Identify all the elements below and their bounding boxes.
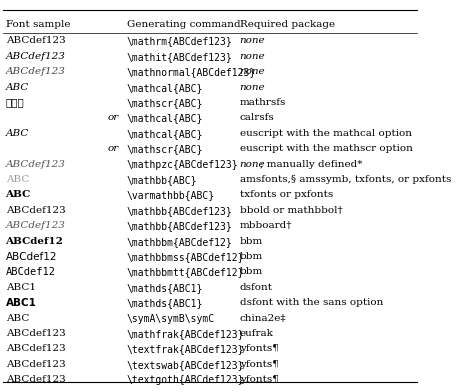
Text: china2e‡: china2e‡ (239, 314, 286, 323)
Text: none: none (239, 52, 265, 61)
Text: Generating command: Generating command (127, 20, 240, 29)
Text: ABCdef12: ABCdef12 (6, 237, 64, 246)
Text: \mathit{ABCdef123}: \mathit{ABCdef123} (127, 52, 232, 62)
Text: dsfont with the sans option: dsfont with the sans option (239, 298, 383, 307)
Text: ℬℬℬ: ℬℬℬ (6, 98, 24, 107)
Text: ABC: ABC (6, 314, 29, 323)
Text: ABCdef123: ABCdef123 (6, 375, 65, 384)
Text: ABCdef123: ABCdef123 (6, 160, 65, 169)
Text: or: or (107, 144, 118, 153)
Text: \symA\symB\symC: \symA\symB\symC (127, 314, 215, 324)
Text: txfonts or pxfonts: txfonts or pxfonts (239, 191, 333, 200)
Text: bbm: bbm (239, 252, 263, 261)
Text: \mathcal{ABC}: \mathcal{ABC} (127, 113, 203, 123)
Text: \textgoth{ABCdef123}: \textgoth{ABCdef123} (127, 375, 244, 385)
Text: \mathnormal{ABCdef123}: \mathnormal{ABCdef123} (127, 67, 256, 77)
Text: \mathbbmss{ABCdef12}: \mathbbmss{ABCdef12} (127, 252, 244, 262)
Text: calrsfs: calrsfs (239, 113, 274, 122)
Text: ABC1: ABC1 (6, 283, 36, 292)
Text: \mathbb{ABCdef123}: \mathbb{ABCdef123} (127, 206, 232, 216)
Text: ABC: ABC (6, 191, 31, 200)
Text: or: or (107, 113, 118, 122)
Text: eufrak: eufrak (239, 329, 273, 338)
Text: \varmathbb{ABC}: \varmathbb{ABC} (127, 191, 215, 200)
Text: yfonts¶: yfonts¶ (239, 375, 278, 384)
Text: \textfrak{ABCdef123}: \textfrak{ABCdef123} (127, 345, 244, 354)
Text: \mathbb{ABC}: \mathbb{ABC} (127, 175, 197, 185)
Text: none: none (239, 67, 265, 76)
Text: ABCdef123: ABCdef123 (6, 329, 65, 338)
Text: bbm: bbm (239, 237, 263, 246)
Text: ABC: ABC (6, 129, 29, 138)
Text: amsfonts,§ amssymb, txfonts, or pxfonts: amsfonts,§ amssymb, txfonts, or pxfonts (239, 175, 451, 184)
Text: ; manually defined*: ; manually defined* (260, 160, 362, 169)
Text: \mathbbmtt{ABCdef12}: \mathbbmtt{ABCdef12} (127, 267, 244, 278)
Text: \mathds{ABC1}: \mathds{ABC1} (127, 298, 203, 308)
Text: ABC: ABC (6, 83, 29, 92)
Text: euscript with the mathscr option: euscript with the mathscr option (239, 144, 412, 153)
Text: ABCdef123: ABCdef123 (6, 36, 65, 45)
Text: ABC: ABC (6, 175, 29, 184)
Text: \mathrm{ABCdef123}: \mathrm{ABCdef123} (127, 36, 232, 46)
Text: ABCdef123: ABCdef123 (6, 52, 65, 61)
Text: ABCdef12: ABCdef12 (6, 252, 57, 262)
Text: \mathscr{ABC}: \mathscr{ABC} (127, 144, 203, 154)
Text: dsfont: dsfont (239, 283, 273, 292)
Text: ABCdef123: ABCdef123 (6, 67, 65, 76)
Text: \mathbb{ABCdef123}: \mathbb{ABCdef123} (127, 221, 232, 231)
Text: ABCdef12: ABCdef12 (6, 267, 55, 278)
Text: ABCdef123: ABCdef123 (6, 206, 65, 215)
Text: euscript with the mathcal option: euscript with the mathcal option (239, 129, 411, 138)
Text: \mathcal{ABC}: \mathcal{ABC} (127, 129, 203, 139)
Text: bbold or mathbbol†: bbold or mathbbol† (239, 206, 342, 215)
Text: \mathpzc{ABCdef123}: \mathpzc{ABCdef123} (127, 160, 238, 170)
Text: mbboard†: mbboard† (239, 221, 292, 230)
Text: yfonts¶: yfonts¶ (239, 360, 278, 369)
Text: none: none (239, 36, 265, 45)
Text: \mathbbm{ABCdef12}: \mathbbm{ABCdef12} (127, 237, 232, 247)
Text: bbm: bbm (239, 267, 263, 276)
Text: \mathfrak{ABCdef123}: \mathfrak{ABCdef123} (127, 329, 244, 339)
Text: Font sample: Font sample (6, 20, 70, 29)
Text: \mathcal{ABC}: \mathcal{ABC} (127, 83, 203, 93)
Text: ABCdef123: ABCdef123 (6, 360, 65, 369)
Text: ABCdef123: ABCdef123 (6, 345, 65, 354)
Text: yfonts¶: yfonts¶ (239, 345, 278, 354)
Text: none: none (239, 160, 265, 169)
Text: ABC1: ABC1 (6, 298, 36, 308)
Text: none: none (239, 83, 265, 92)
Text: ABCdef123: ABCdef123 (6, 221, 65, 230)
Text: Required package: Required package (239, 20, 335, 29)
Text: \mathds{ABC1}: \mathds{ABC1} (127, 283, 203, 293)
Text: mathrsfs: mathrsfs (239, 98, 286, 107)
Text: \textswab{ABCdef123}: \textswab{ABCdef123} (127, 360, 244, 370)
Text: \mathscr{ABC}: \mathscr{ABC} (127, 98, 203, 108)
